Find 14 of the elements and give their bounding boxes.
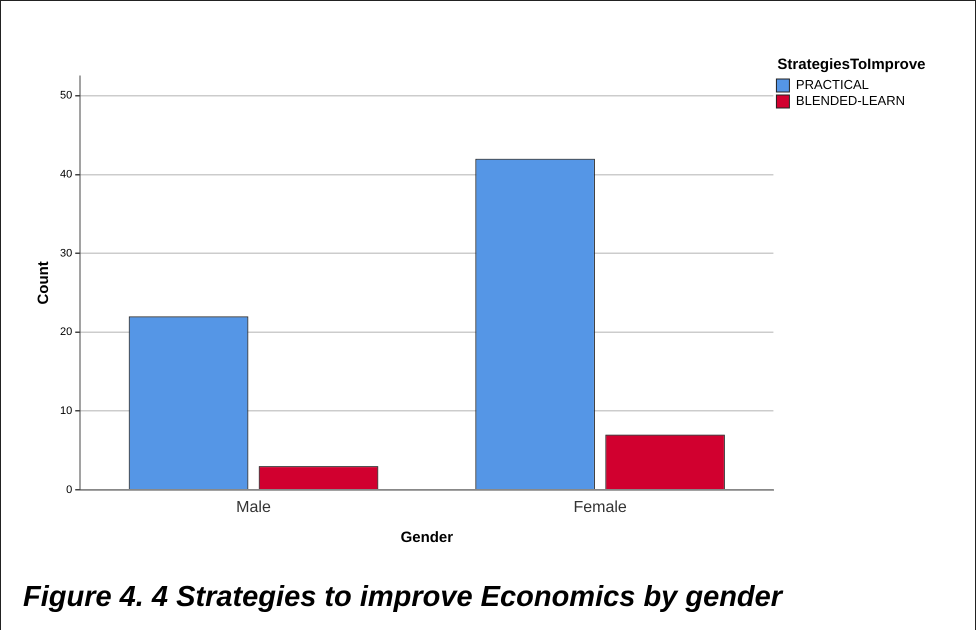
y-tick-label: 10 — [60, 405, 72, 418]
legend-label: PRACTICAL — [796, 77, 869, 92]
y-tick-label: 40 — [60, 168, 72, 181]
caption: Figure 4. 4 Strategies to improve Economics by gender — [23, 581, 782, 614]
legend-title: StrategiesToImprove — [777, 56, 926, 73]
x-axis-title: Gender — [400, 529, 454, 546]
y-tick-label: 20 — [60, 326, 72, 338]
y-axis-title: Count — [35, 261, 52, 305]
x-tick-label: Male — [236, 498, 271, 516]
y-tick-label: 50 — [60, 90, 72, 102]
legend-label: BLENDED-LEARN — [796, 93, 906, 108]
x-tick-label: Female — [573, 498, 627, 516]
y-tick-label: 30 — [60, 247, 72, 260]
y-tick-label: 0 — [66, 484, 72, 496]
